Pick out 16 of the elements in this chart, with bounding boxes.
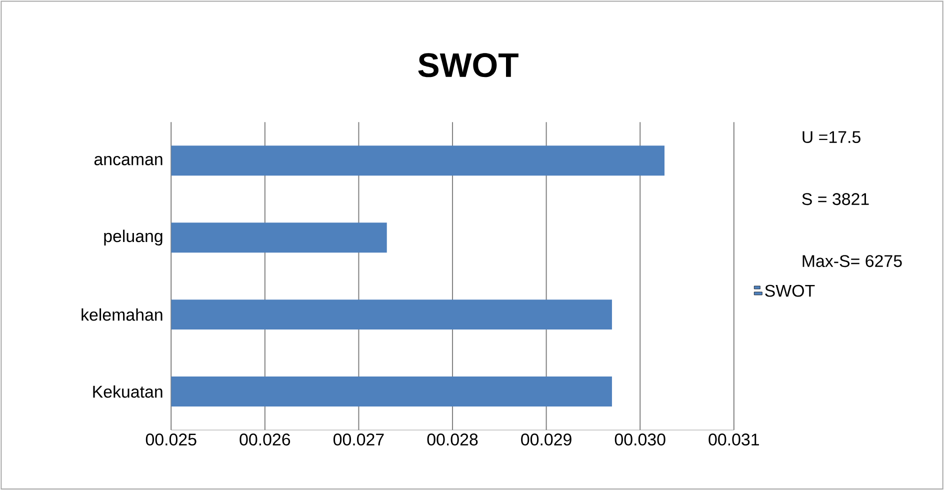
chart-title: SWOT <box>418 53 518 78</box>
y-tick-label: Kekuatan <box>93 385 162 398</box>
x-tick-label: 00.030 <box>614 433 666 446</box>
text: U =17.5 <box>802 131 860 143</box>
y-tick-label: kelemahan <box>82 308 162 321</box>
x-tick-label: 00.028 <box>427 433 478 446</box>
text: Max-S= 6275 <box>802 254 902 267</box>
x-tick-label: 00.029 <box>521 433 572 446</box>
text: S = 3821 <box>802 193 869 206</box>
x-tick-label: 00.025 <box>146 433 196 446</box>
x-tick-label: 00.026 <box>240 433 290 446</box>
x-tick-label: 00.031 <box>708 433 759 446</box>
legend-label: SWOT <box>765 284 815 297</box>
y-tick-label: ancaman <box>94 156 162 166</box>
x-tick-label: 00.027 <box>333 433 384 446</box>
y-tick-label: peluang <box>104 230 162 246</box>
